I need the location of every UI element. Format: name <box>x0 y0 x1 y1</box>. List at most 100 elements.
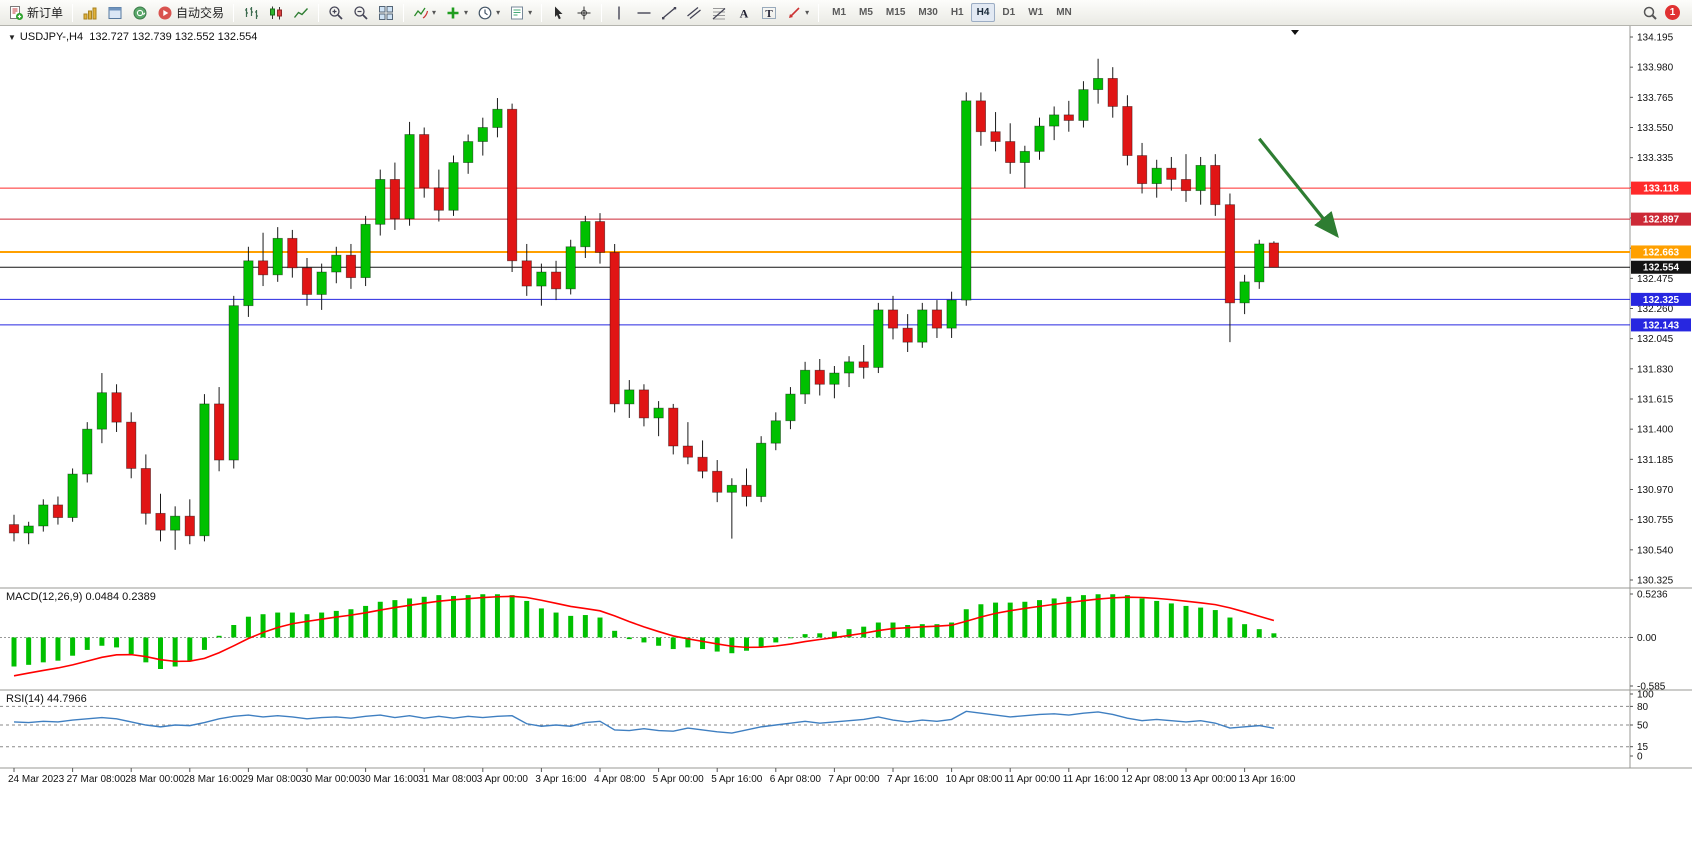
price-axis-marker-132.143: 132.143 <box>1631 318 1691 332</box>
time-axis: 24 Mar 2023 27 Mar 08:00 28 Mar 00:00 28 Ma… <box>8 768 1296 785</box>
svg-text:80: 80 <box>1637 702 1649 713</box>
svg-text:132.260: 132.260 <box>1637 304 1674 315</box>
svg-text:132.325: 132.325 <box>1643 295 1680 306</box>
vertical-line-tool-button[interactable] <box>607 2 631 24</box>
templates-icon <box>509 5 525 21</box>
vertical-line-icon <box>611 5 627 21</box>
tile-windows-button[interactable] <box>374 2 398 24</box>
svg-text:11 Apr 00:00: 11 Apr 00:00 <box>1004 774 1060 785</box>
trend-arrow[interactable] <box>1258 137 1339 239</box>
rsi-label: RSI(14) 44.7966 <box>6 693 87 705</box>
price-axis-marker-132.897: 132.897 <box>1631 212 1691 226</box>
chart-title: USDJPY-,H4 132.727 132.739 132.552 132.5… <box>19 31 258 43</box>
timeframe-m15[interactable]: M15 <box>880 3 911 22</box>
svg-text:133.550: 133.550 <box>1637 123 1674 134</box>
cursor-button[interactable] <box>547 2 571 24</box>
autotrade-play-icon <box>157 5 173 21</box>
search-button[interactable] <box>1638 2 1662 24</box>
chart-shift-marker-icon[interactable] <box>1291 30 1299 35</box>
timeframe-h4[interactable]: H4 <box>970 3 996 22</box>
trendline-tool-button[interactable] <box>657 2 681 24</box>
line-chart-mode-button[interactable] <box>289 2 313 24</box>
community-icon <box>132 5 148 21</box>
toolbar: 新订单 自动交易 <box>0 0 1692 26</box>
community-button[interactable] <box>128 2 152 24</box>
svg-text:13 Apr 00:00: 13 Apr 00:00 <box>1180 774 1237 785</box>
chart-title-row: ▼ USDJPY-,H4 132.727 132.739 132.552 132… <box>8 31 257 43</box>
price-axis-marker-133.118: 133.118 <box>1631 181 1691 195</box>
svg-text:131.400: 131.400 <box>1637 425 1674 436</box>
add-indicator-button[interactable]: ▾ <box>441 2 472 24</box>
arrows-tool-button[interactable]: ▾ <box>782 2 813 24</box>
timeframe-m30[interactable]: M30 <box>912 3 943 22</box>
timeframe-d1[interactable]: D1 <box>996 3 1021 22</box>
indicators-button[interactable]: ▾ <box>409 2 440 24</box>
macd-axis: 0.5236 0.00 -0.585 <box>1630 590 1668 693</box>
crosshair-button[interactable] <box>572 2 596 24</box>
text-tool-button[interactable]: A <box>732 2 756 24</box>
svg-text:133.765: 133.765 <box>1637 93 1674 104</box>
cursor-icon <box>551 5 567 21</box>
dropdown-caret: ▾ <box>496 7 501 17</box>
timeframe-mn[interactable]: MN <box>1050 3 1078 22</box>
svg-text:13 Apr 16:00: 13 Apr 16:00 <box>1239 774 1296 785</box>
text-a-icon: A <box>736 5 752 21</box>
profiles-icon <box>107 5 123 21</box>
zoom-in-button[interactable] <box>324 2 348 24</box>
svg-text:0.5236: 0.5236 <box>1637 590 1668 601</box>
timeframe-w1[interactable]: W1 <box>1022 3 1049 22</box>
indicators-icon <box>413 5 429 21</box>
svg-text:29 Mar 08:00: 29 Mar 08:00 <box>242 774 301 785</box>
svg-text:131.185: 131.185 <box>1637 455 1674 466</box>
horizontal-line-icon <box>636 5 652 21</box>
timeframe-h1[interactable]: H1 <box>945 3 970 22</box>
macd-signal-line <box>13 595 1275 677</box>
fibonacci-tool-button[interactable] <box>707 2 731 24</box>
toolbar-separator <box>601 3 603 22</box>
svg-text:133.118: 133.118 <box>1643 184 1679 195</box>
svg-text:50: 50 <box>1637 721 1649 732</box>
svg-text:15: 15 <box>1637 742 1649 753</box>
text-label-icon: T <box>761 5 777 21</box>
timeframe-group: M1 M5 M15 M30 H1 H4 D1 W1 MN <box>826 3 1078 22</box>
timeframe-m1[interactable]: M1 <box>826 3 852 22</box>
new-order-button[interactable]: 新订单 <box>4 2 67 24</box>
horizontal-line-tool-button[interactable] <box>632 2 656 24</box>
svg-text:130.755: 130.755 <box>1637 515 1674 526</box>
notification-badge[interactable]: 1 <box>1665 5 1680 20</box>
svg-text:7 Apr 00:00: 7 Apr 00:00 <box>828 774 880 785</box>
svg-text:0.00: 0.00 <box>1637 633 1657 644</box>
svg-text:3 Apr 00:00: 3 Apr 00:00 <box>477 774 529 785</box>
svg-text:130.970: 130.970 <box>1637 485 1674 496</box>
timeframe-m5[interactable]: M5 <box>853 3 879 22</box>
zoom-out-button[interactable] <box>349 2 373 24</box>
templates-button[interactable]: ▾ <box>505 2 536 24</box>
dropdown-caret: ▾ <box>528 7 533 17</box>
svg-text:31 Mar 08:00: 31 Mar 08:00 <box>418 774 477 785</box>
profiles-button[interactable] <box>103 2 127 24</box>
autotrade-button[interactable]: 自动交易 <box>153 2 228 24</box>
svg-text:28 Mar 00:00: 28 Mar 00:00 <box>125 774 184 785</box>
svg-text:-0.585: -0.585 <box>1637 682 1666 693</box>
toolbar-separator <box>541 3 543 22</box>
channel-tool-button[interactable] <box>682 2 706 24</box>
candlestick-mode-button[interactable] <box>264 2 288 24</box>
svg-text:132.663: 132.663 <box>1643 247 1680 258</box>
chart-canvas[interactable]: 134.195 133.980 133.765 133.550 133.335 132.4… <box>0 26 1692 851</box>
periods-button[interactable]: ▾ <box>473 2 504 24</box>
zoom-out-icon <box>353 5 369 21</box>
svg-text:7 Apr 16:00: 7 Apr 16:00 <box>887 774 939 785</box>
rsi-line <box>13 710 1275 734</box>
fibonacci-icon <box>711 5 727 21</box>
svg-text:12 Apr 08:00: 12 Apr 08:00 <box>1121 774 1178 785</box>
macd-label: MACD(12,26,9) 0.0484 0.2389 <box>6 591 156 603</box>
new-chart-icon <box>82 5 98 21</box>
bar-chart-mode-button[interactable] <box>239 2 263 24</box>
symbol-marker-icon[interactable]: ▼ <box>8 32 16 42</box>
svg-text:131.830: 131.830 <box>1637 364 1674 375</box>
svg-text:5 Apr 00:00: 5 Apr 00:00 <box>653 774 705 785</box>
text-label-tool-button[interactable]: T <box>757 2 781 24</box>
new-chart-button[interactable] <box>78 2 102 24</box>
svg-text:6 Apr 08:00: 6 Apr 08:00 <box>770 774 822 785</box>
